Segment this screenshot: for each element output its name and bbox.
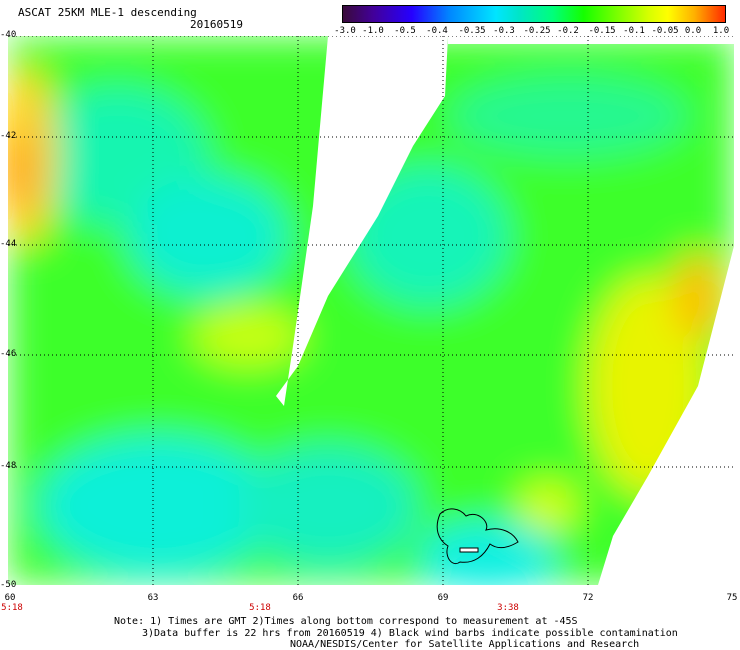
- lat-tick-label: -40: [0, 30, 17, 40]
- scale-label: -0.15: [588, 26, 616, 36]
- scale-label: -0.3: [493, 26, 515, 36]
- scale-label: -1.0: [362, 26, 384, 36]
- lat-tick-label: -50: [0, 580, 17, 590]
- lat-tick-label: -44: [0, 239, 17, 249]
- footer-note-2: 3)Data buffer is 22 hrs from 20160519 4)…: [142, 628, 678, 639]
- swath-gap-east: [598, 36, 734, 585]
- lat-tick-label: -48: [0, 461, 17, 471]
- scale-label: -0.4: [426, 26, 448, 36]
- scale-label: -3.0: [334, 26, 356, 36]
- lon-tick-label: 75: [726, 593, 738, 603]
- lat-tick-label: -46: [0, 349, 17, 359]
- product-title: ASCAT 25KM MLE-1 descending: [18, 6, 197, 19]
- footer-note-1: Note: 1) Times are GMT 2)Times along bot…: [114, 616, 578, 627]
- lon-tick-label: 66: [292, 593, 304, 603]
- swath-gap: [276, 36, 448, 406]
- scale-label: -0.35: [458, 26, 486, 36]
- footer-credit: NOAA/NESDIS/Center for Satellite Applica…: [290, 639, 640, 650]
- pass-time-label: 5:18: [1, 603, 23, 613]
- scale-label: -0.1: [623, 26, 645, 36]
- scale-label: -0.5: [394, 26, 416, 36]
- pass-time-label: 5:18: [249, 603, 271, 613]
- wind-field-map: [8, 36, 734, 585]
- swath-gap-topright: [448, 36, 734, 44]
- scale-label: -0.05: [651, 26, 679, 36]
- lon-tick-label: 72: [582, 593, 594, 603]
- lon-tick-label: 60: [4, 593, 16, 603]
- product-date: 20160519: [190, 18, 243, 31]
- lon-tick-label: 63: [147, 593, 159, 603]
- grid-lines: [8, 36, 734, 585]
- kerguelen-coastline: [436, 508, 519, 564]
- scale-label: 1.0: [712, 26, 730, 36]
- color-scale-bar: [342, 5, 726, 23]
- scale-label: -0.25: [523, 26, 551, 36]
- lat-tick-label: -42: [0, 131, 17, 141]
- lon-tick-label: 69: [437, 593, 449, 603]
- pass-time-label: 3:38: [497, 603, 519, 613]
- scale-label: 0.0: [684, 26, 702, 36]
- scale-label: -0.2: [557, 26, 579, 36]
